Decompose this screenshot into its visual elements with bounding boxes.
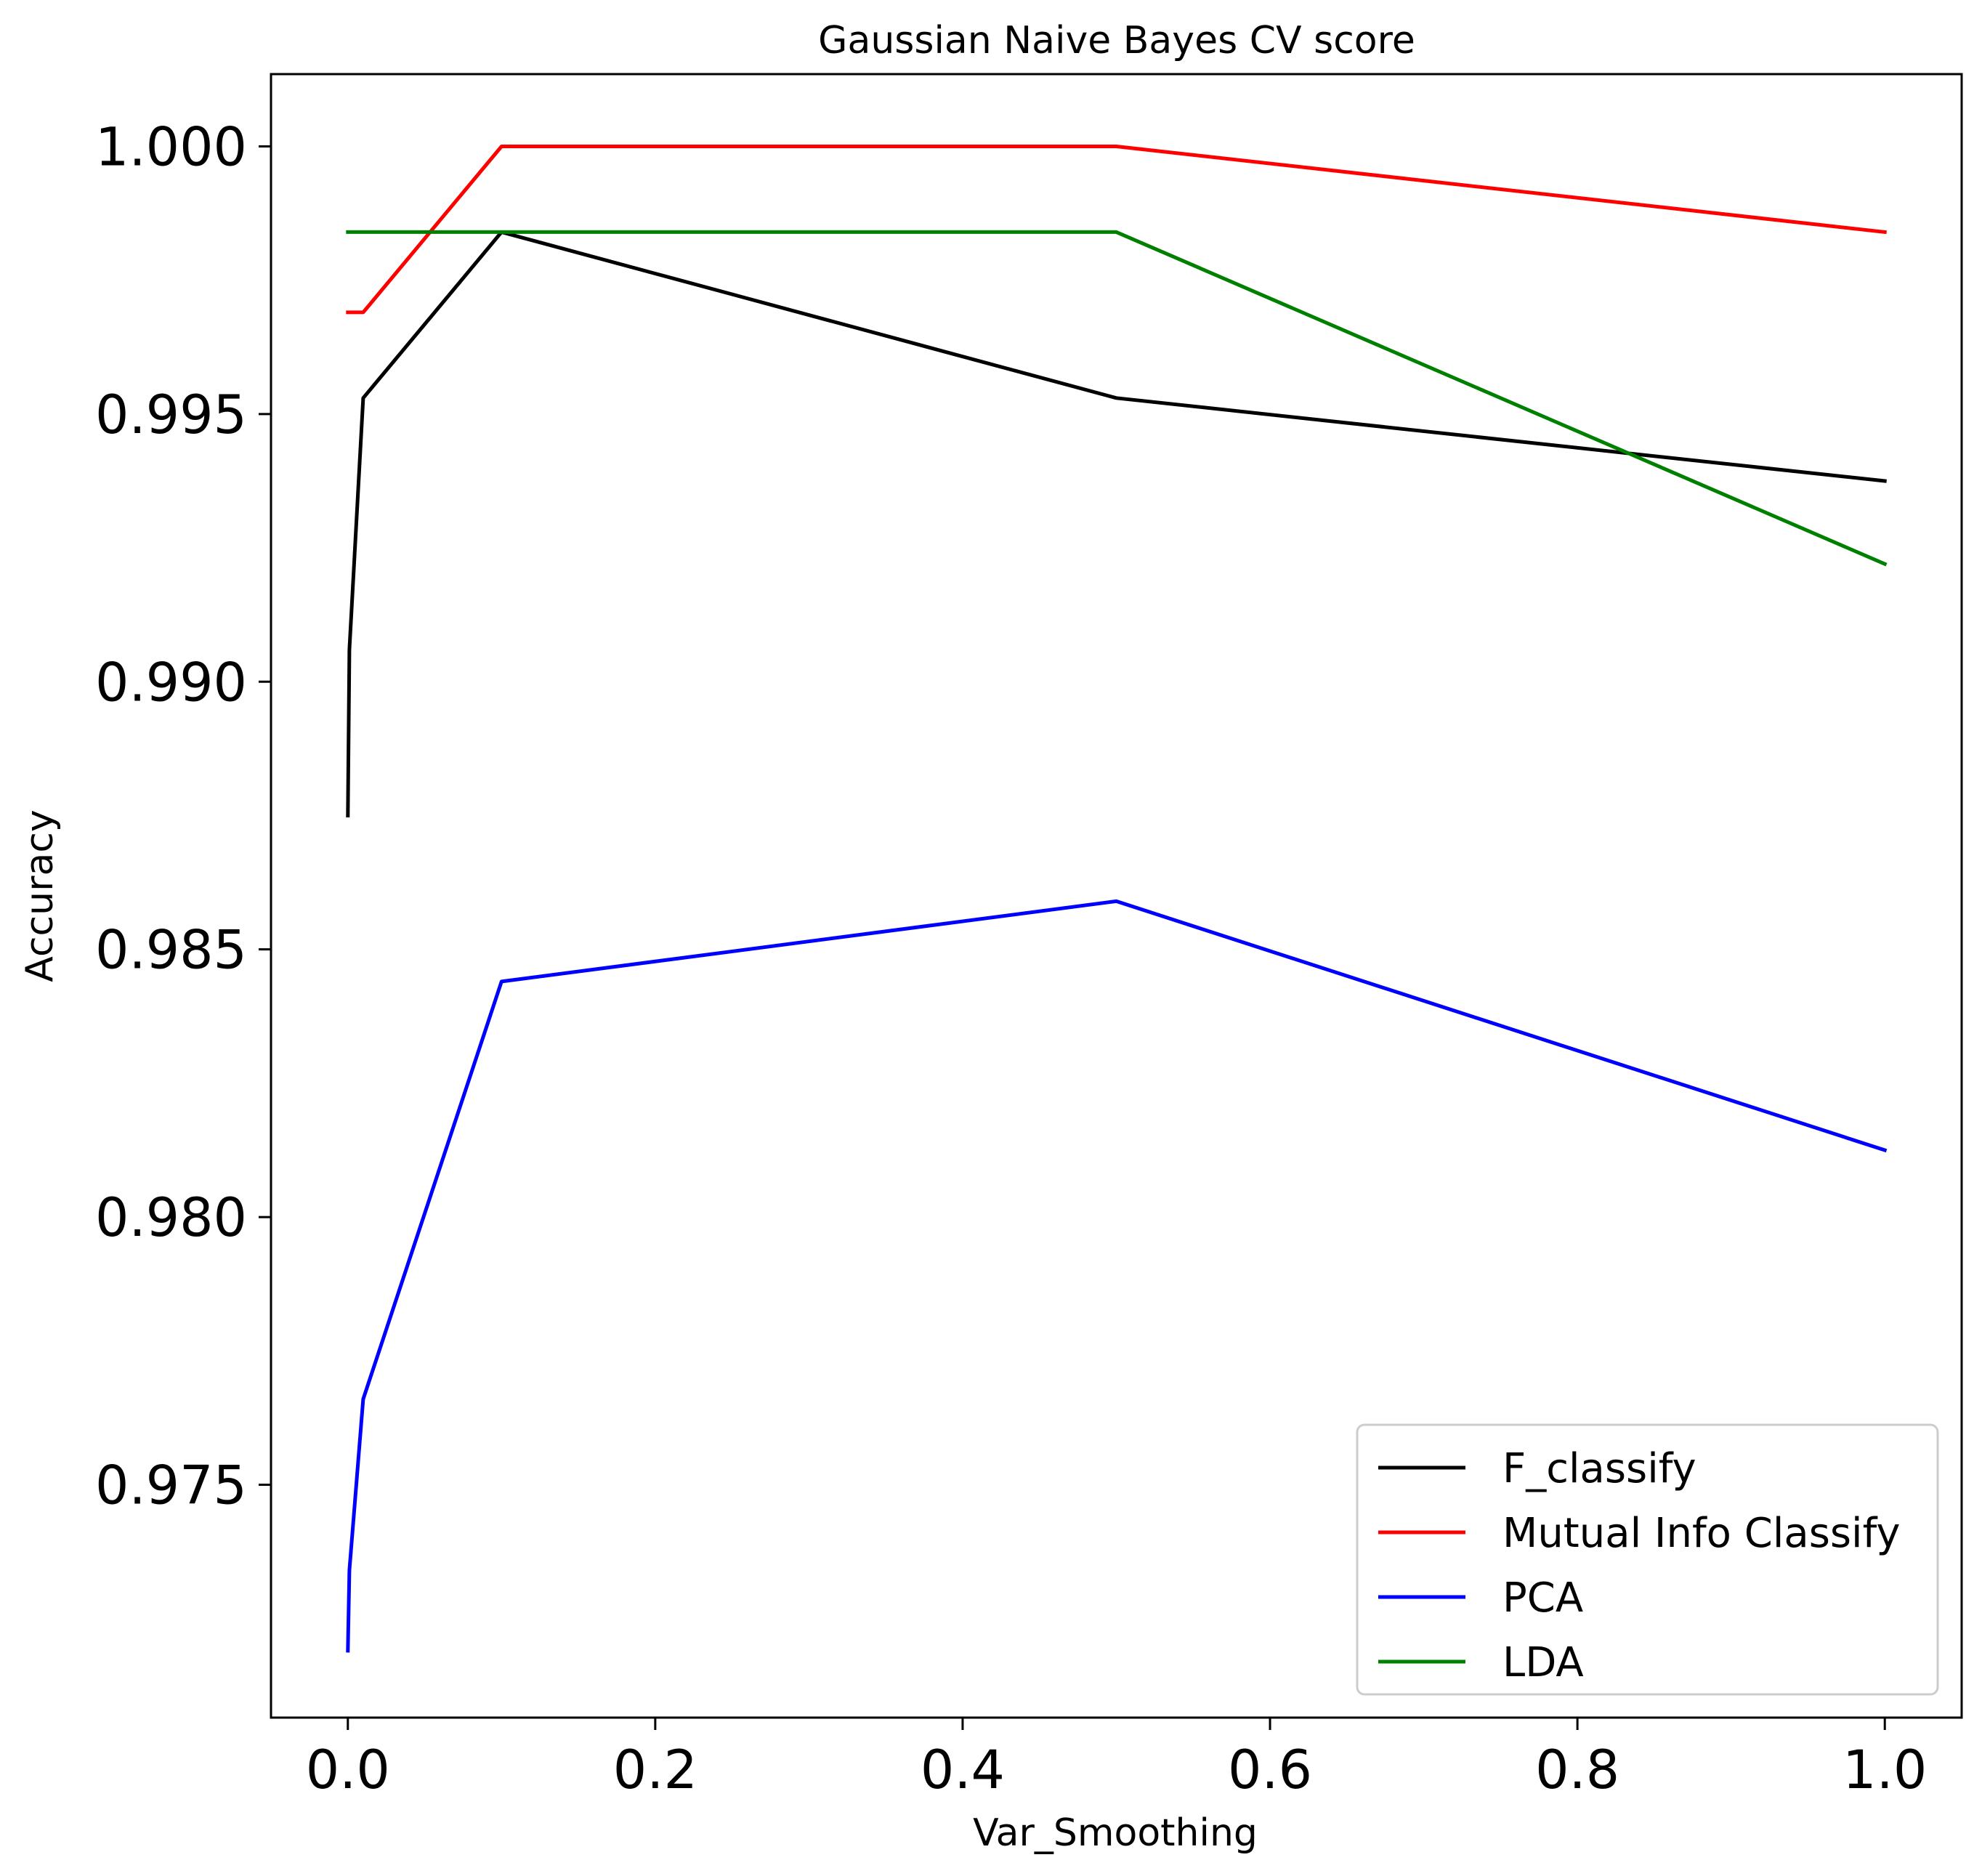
y-tick-label: 1.000	[95, 116, 247, 178]
legend: F_classify Mutual Info Classify PCA LDA	[1356, 1423, 1939, 1696]
plot-area-frame	[270, 73, 1963, 1719]
legend-box	[1356, 1423, 1939, 1696]
legend-label-mutual-info-classify: Mutual Info Classify	[1502, 1510, 1900, 1557]
chart-title: Gaussian Naive Bayes CV score	[818, 19, 1415, 62]
x-axis-title: Var_Smoothing	[973, 1811, 1258, 1855]
y-axis-title: Accuracy	[18, 809, 62, 982]
legend-label-pca: PCA	[1502, 1574, 1583, 1622]
x-tick-label: 0.2	[613, 1739, 697, 1801]
y-tick-label: 0.975	[95, 1455, 247, 1516]
x-tick-label: 0.6	[1228, 1739, 1312, 1801]
series-line-lda	[346, 230, 1888, 567]
y-tick-label: 0.990	[95, 652, 247, 713]
series-line-mutual-info-classify	[346, 145, 1887, 315]
x-tick-label: 0.0	[306, 1739, 390, 1801]
legend-label-lda: LDA	[1502, 1639, 1584, 1686]
x-tick-label: 0.4	[921, 1739, 1005, 1801]
y-axis-ticks: 0.975 0.980 0.985 0.990 0.995 1.000	[95, 116, 271, 1516]
x-tick-label: 1.0	[1843, 1739, 1927, 1801]
series-line-f-classify	[346, 230, 1887, 818]
x-axis-ticks: 0.0 0.2 0.4 0.6 0.8 1.0	[306, 1718, 1927, 1801]
y-tick-label: 0.980	[95, 1187, 247, 1249]
series-line-pca	[346, 899, 1888, 1653]
y-tick-label: 0.985	[95, 920, 247, 982]
legend-label-f-classify: F_classify	[1502, 1445, 1696, 1492]
x-tick-label: 0.8	[1535, 1739, 1619, 1801]
legend-items: F_classify Mutual Info Classify PCA LDA	[1378, 1445, 1900, 1686]
y-tick-label: 0.995	[95, 384, 247, 446]
series-layer	[346, 145, 1888, 1653]
